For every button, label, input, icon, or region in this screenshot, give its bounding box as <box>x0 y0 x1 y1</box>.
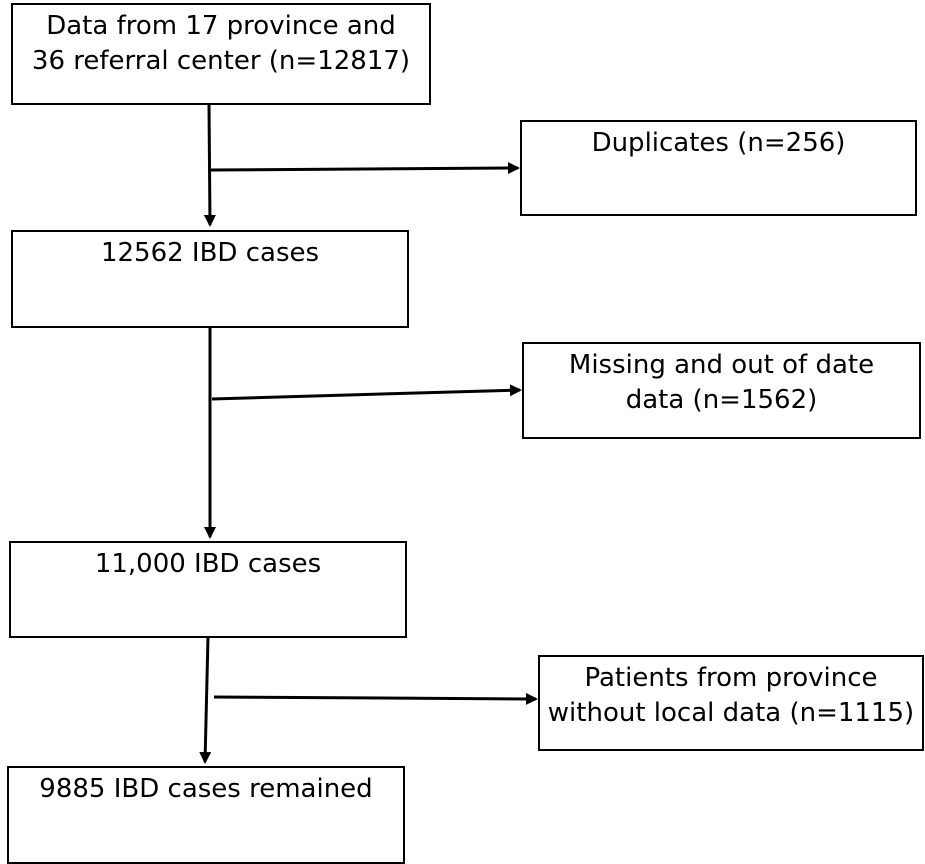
box-ibd-cases-11000: 11,000 IBD cases <box>9 541 407 638</box>
box-ibd-cases-remained-line-1: 9885 IBD cases remained <box>39 774 373 804</box>
arrow-main-3 <box>199 636 212 764</box>
box-patients-without-local-data: Patients from province without local dat… <box>538 655 924 751</box>
box-patients-without-local-data-line-2: without local data (n=1115) <box>547 698 915 728</box>
box-missing-data: Missing and out of date data (n=1562) <box>522 342 921 439</box>
box-data-sources: Data from 17 province and 36 referral ce… <box>11 3 431 105</box>
arrow-exclusion-2 <box>211 384 522 401</box>
box-ibd-cases-11000-line-1: 11,000 IBD cases <box>94 549 322 579</box>
box-duplicates: Duplicates (n=256) <box>520 120 917 216</box>
arrow-exclusion-1 <box>209 162 520 175</box>
arrow-main-1 <box>203 103 216 227</box>
box-missing-data-line-1: Missing and out of date <box>568 350 875 380</box>
box-duplicates-line-1: Duplicates (n=256) <box>591 128 846 158</box>
box-data-sources-line-1: Data from 17 province and <box>46 11 396 41</box>
box-ibd-cases-12562-line-1: 12562 IBD cases <box>100 238 320 268</box>
box-ibd-cases-12562: 12562 IBD cases <box>11 230 409 328</box>
box-ibd-cases-remained: 9885 IBD cases remained <box>7 766 405 864</box>
box-patients-without-local-data-line-1: Patients from province <box>584 663 878 693</box>
arrow-exclusion-3 <box>213 692 538 705</box>
box-data-sources-line-2: 36 referral center (n=12817) <box>31 46 411 76</box>
box-missing-data-line-2: data (n=1562) <box>625 385 818 415</box>
